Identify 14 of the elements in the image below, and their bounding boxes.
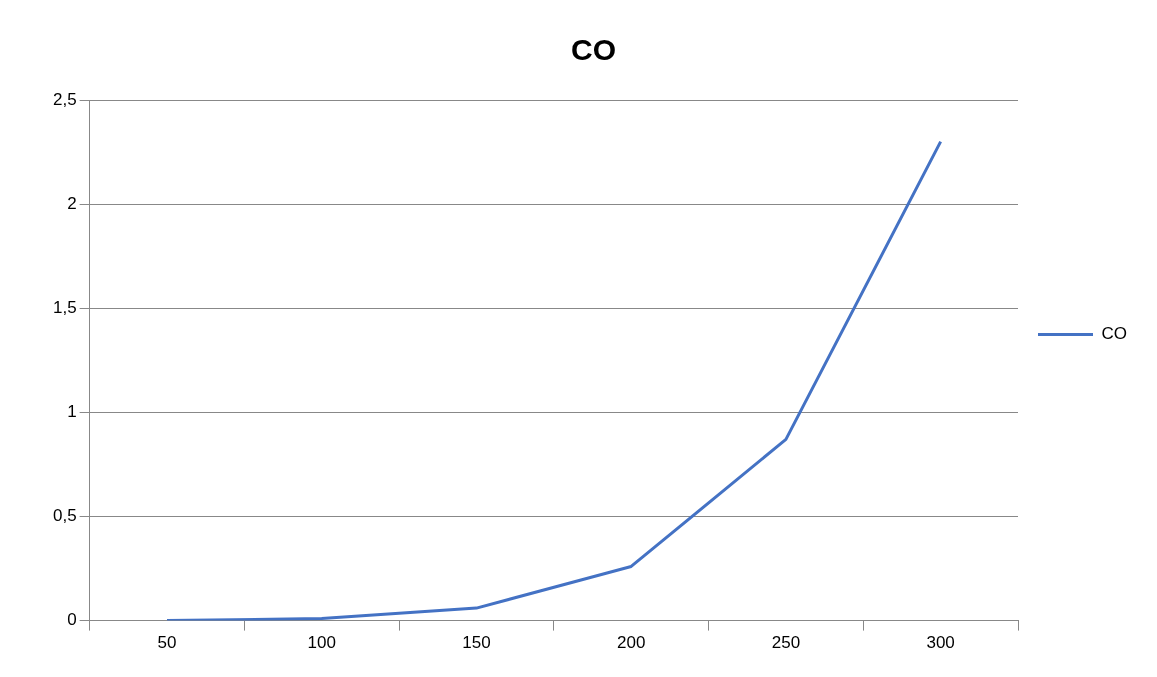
x-tick-label: 200: [616, 633, 646, 653]
x-tick-label: 250: [771, 633, 801, 653]
chart-title: CO: [571, 33, 616, 67]
y-tick-label: 0: [67, 610, 77, 630]
x-tick-label: 150: [462, 633, 491, 653]
y-tick-label: 1: [67, 402, 77, 422]
x-tick-label: 50: [157, 633, 177, 653]
y-tick-label: 2,5: [52, 89, 77, 109]
x-tick-label: 100: [307, 633, 336, 653]
y-tick-label: 0,5: [52, 506, 77, 526]
x-tick-label: 300: [926, 633, 955, 653]
legend-label: CO: [1101, 324, 1127, 344]
y-tick-label: 2: [67, 193, 77, 213]
y-tick-label: 1,5: [52, 297, 77, 317]
